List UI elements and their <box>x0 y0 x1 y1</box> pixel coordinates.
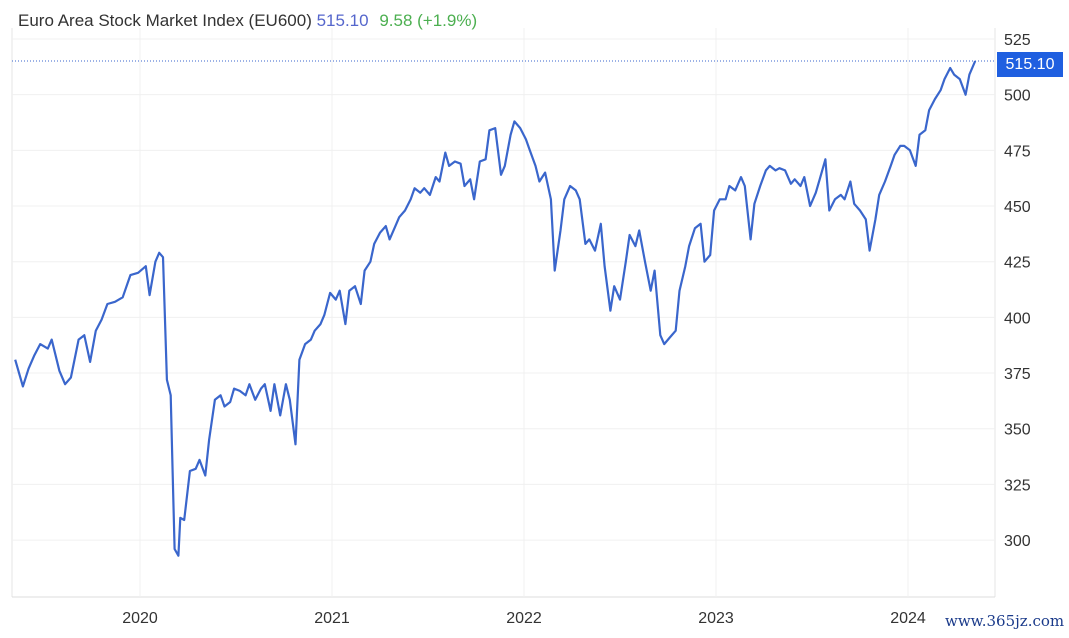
y-tick-label: 450 <box>1004 199 1031 216</box>
y-tick-label: 300 <box>1004 533 1031 550</box>
x-tick-label: 2020 <box>122 610 158 627</box>
price-change: 9.58 (+1.9%) <box>379 11 478 30</box>
x-tick-label: 2021 <box>314 610 350 627</box>
y-tick-label: 325 <box>1004 477 1031 494</box>
x-tick-label: 2024 <box>890 610 926 627</box>
x-tick-label: 2023 <box>698 610 734 627</box>
series-line-eu600 <box>14 60 977 557</box>
y-tick-label: 500 <box>1004 88 1031 105</box>
watermark: www.365jz.com <box>945 612 1065 630</box>
y-tick-label: 400 <box>1004 310 1031 327</box>
y-tick-label: 350 <box>1004 422 1031 439</box>
y-tick-label: 475 <box>1004 143 1031 160</box>
x-tick-label: 2022 <box>506 610 542 627</box>
y-tick-label: 425 <box>1004 255 1031 272</box>
y-tick-label: 525 <box>1004 32 1031 49</box>
last-price: 515.10 <box>316 11 369 30</box>
current-price-tag: 515.10 <box>997 52 1063 77</box>
title-text: Euro Area Stock Market Index (EU600) <box>18 11 312 30</box>
y-tick-label: 375 <box>1004 366 1031 383</box>
chart-title: Euro Area Stock Market Index (EU600) 515… <box>18 11 477 31</box>
